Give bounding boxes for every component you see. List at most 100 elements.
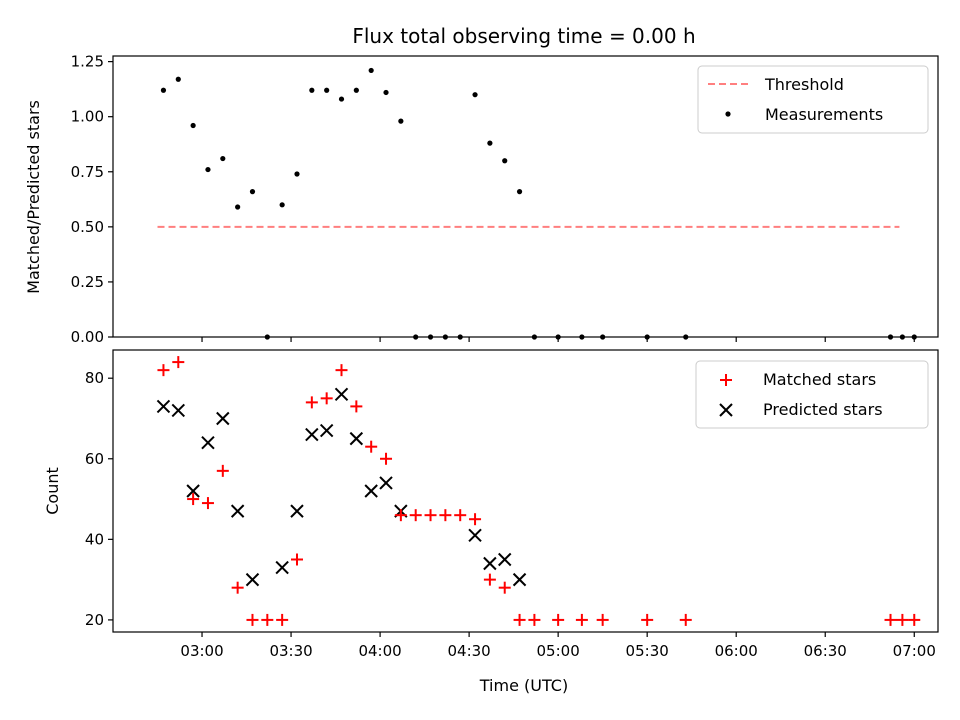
predicted-point bbox=[349, 431, 364, 446]
matched-point bbox=[908, 613, 921, 626]
measurement-point bbox=[205, 166, 211, 173]
matched-point bbox=[513, 613, 526, 626]
bottom-ylabel: Count bbox=[43, 467, 62, 515]
matched-point bbox=[320, 392, 333, 405]
top-legend: Threshold Measurements bbox=[697, 65, 929, 134]
predicted-point bbox=[498, 552, 512, 567]
measurement-point bbox=[398, 118, 404, 124]
bottom-xtick-label: 05:30 bbox=[626, 642, 669, 660]
matched-point bbox=[896, 613, 909, 626]
measurement-point bbox=[579, 334, 585, 340]
predicted-point bbox=[201, 435, 215, 450]
measurement-point bbox=[487, 140, 493, 146]
matched-point bbox=[575, 613, 588, 626]
predicted-point bbox=[290, 504, 304, 518]
measurement-point bbox=[338, 96, 345, 102]
matched-point bbox=[528, 613, 541, 626]
matched-point bbox=[552, 613, 565, 626]
measurement-point bbox=[220, 155, 226, 162]
bottom-xlabel: Time (UTC) bbox=[479, 676, 568, 695]
measurement-point bbox=[683, 334, 689, 340]
measurement-point bbox=[264, 334, 270, 340]
matched-point bbox=[679, 613, 692, 626]
matched-point bbox=[276, 613, 289, 626]
bottom-xtick-label: 05:00 bbox=[537, 642, 580, 660]
predicted-point bbox=[319, 423, 334, 438]
bottom-xtick-label: 06:00 bbox=[715, 642, 758, 660]
matched-point bbox=[498, 581, 511, 594]
measurement-point bbox=[887, 334, 894, 340]
measurement-point bbox=[502, 158, 508, 164]
predicted-point bbox=[245, 572, 260, 587]
predicted-point bbox=[156, 399, 171, 414]
bottom-ytick-label: 20 bbox=[85, 611, 104, 629]
matched-point bbox=[231, 581, 244, 594]
bottom-ytick-label: 40 bbox=[85, 530, 104, 548]
top-axes-frame bbox=[112, 55, 939, 338]
matched-point bbox=[439, 509, 452, 522]
matched-point bbox=[641, 613, 654, 626]
measurement-point bbox=[294, 171, 300, 177]
matched-point bbox=[483, 573, 496, 586]
matched-point bbox=[246, 613, 259, 626]
predicted-point bbox=[483, 556, 497, 571]
measurement-point bbox=[368, 67, 374, 74]
top-ytick-label: 1.25 bbox=[71, 53, 104, 71]
measurement-point bbox=[472, 92, 478, 98]
measurement-point bbox=[160, 87, 167, 93]
bottom-xtick-label: 03:30 bbox=[269, 642, 312, 660]
matched-point bbox=[157, 364, 170, 377]
bottom-legend-box bbox=[695, 360, 929, 429]
predicted-point bbox=[334, 387, 349, 402]
matched-point bbox=[216, 464, 229, 477]
top-ytick-label: 0.50 bbox=[71, 218, 104, 236]
predicted-point bbox=[305, 427, 319, 442]
measurement-point bbox=[911, 334, 917, 340]
bottom-ytick-label: 60 bbox=[85, 450, 104, 468]
measurement-point bbox=[249, 188, 256, 195]
bottom-xtick-label: 06:30 bbox=[804, 642, 847, 660]
legend-predicted-marker bbox=[719, 403, 733, 417]
legend-matched-marker bbox=[720, 374, 732, 386]
measurement-point bbox=[457, 334, 463, 340]
matched-point bbox=[365, 440, 378, 453]
measurement-point bbox=[427, 334, 434, 340]
bottom-axes-frame bbox=[112, 349, 939, 633]
matched-point bbox=[454, 509, 467, 522]
measurement-point bbox=[175, 76, 181, 82]
measurement-point bbox=[383, 89, 389, 96]
top-ytick-label: 0.25 bbox=[71, 273, 104, 291]
top-legend-box bbox=[697, 65, 929, 134]
matched-point bbox=[350, 400, 363, 413]
matched-point bbox=[261, 613, 274, 626]
legend-measurements-marker bbox=[725, 111, 731, 117]
bottom-xtick-label: 04:30 bbox=[447, 642, 490, 660]
top-ytick-label: 0.00 bbox=[71, 328, 104, 346]
predicted-point bbox=[275, 560, 289, 575]
predicted-point bbox=[512, 572, 527, 587]
measurement-point bbox=[279, 202, 285, 208]
measurement-point bbox=[516, 188, 523, 195]
predicted-point bbox=[186, 484, 200, 498]
matched-point bbox=[172, 356, 185, 369]
measurement-point bbox=[190, 122, 196, 129]
top-panel: Matched/Predicted stars 0.00 0.25 0.50 0.75… bbox=[24, 53, 939, 346]
matched-point bbox=[596, 613, 609, 626]
top-ytick-label: 1.00 bbox=[71, 108, 104, 126]
predicted-point bbox=[468, 528, 482, 543]
bottom-ytick-label: 80 bbox=[85, 369, 104, 387]
matched-point bbox=[305, 396, 318, 409]
bottom-legend: Matched stars Predicted stars bbox=[695, 360, 929, 429]
predicted-point bbox=[379, 476, 393, 490]
measurement-point bbox=[531, 334, 538, 340]
matched-point bbox=[335, 364, 348, 377]
legend-threshold-label: Threshold bbox=[764, 75, 844, 94]
matched-point bbox=[884, 613, 897, 626]
measurement-point bbox=[413, 334, 419, 340]
measurement-point bbox=[555, 334, 561, 340]
matched-point bbox=[290, 553, 303, 566]
legend-predicted-label: Predicted stars bbox=[763, 400, 883, 419]
measurement-point bbox=[235, 204, 241, 210]
measurement-point bbox=[442, 334, 448, 340]
matched-point bbox=[469, 513, 482, 526]
